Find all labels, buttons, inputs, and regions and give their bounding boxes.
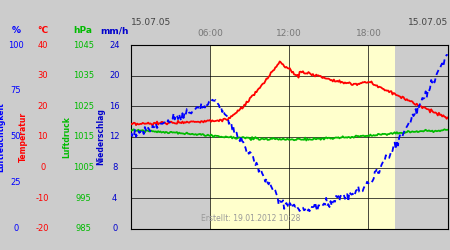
Text: 18:00: 18:00 [356, 29, 382, 38]
Text: 24: 24 [109, 40, 120, 50]
Text: 15.07.05: 15.07.05 [130, 18, 171, 26]
Text: 40: 40 [37, 40, 48, 50]
Text: Niederschlag: Niederschlag [97, 108, 106, 165]
Text: -20: -20 [36, 224, 50, 233]
Text: 995: 995 [76, 194, 91, 202]
Text: 30: 30 [37, 71, 48, 80]
Text: 0: 0 [13, 224, 18, 233]
Text: 985: 985 [75, 224, 91, 233]
Text: 1045: 1045 [73, 40, 94, 50]
Text: 20: 20 [37, 102, 48, 111]
Text: 1015: 1015 [73, 132, 94, 141]
Text: mm/h: mm/h [100, 26, 129, 35]
Text: 75: 75 [10, 86, 21, 96]
Text: 16: 16 [109, 102, 120, 111]
Bar [395, 45, 448, 229]
Text: %: % [11, 26, 20, 35]
Text: 1035: 1035 [73, 71, 94, 80]
Text: 4: 4 [112, 194, 117, 202]
Bar [210, 45, 395, 229]
Text: 12: 12 [109, 132, 120, 141]
Text: 12:00: 12:00 [276, 29, 302, 38]
Text: Luftdruck: Luftdruck [62, 116, 71, 158]
Text: 06:00: 06:00 [197, 29, 223, 38]
Text: hPa: hPa [74, 26, 93, 35]
Text: 15.07.05: 15.07.05 [408, 18, 448, 26]
Text: 1025: 1025 [73, 102, 94, 111]
Text: 8: 8 [112, 163, 117, 172]
Text: 100: 100 [8, 40, 23, 50]
Text: Erstellt: 19.01.2012 10:28: Erstellt: 19.01.2012 10:28 [201, 214, 301, 223]
Text: 0: 0 [40, 163, 45, 172]
Text: Luftfeuchtigkeit: Luftfeuchtigkeit [0, 102, 5, 172]
Bar [130, 45, 210, 229]
Text: 25: 25 [10, 178, 21, 187]
Text: Temperatur: Temperatur [19, 112, 28, 162]
Text: 50: 50 [10, 132, 21, 141]
Text: -10: -10 [36, 194, 50, 202]
Text: 20: 20 [109, 71, 120, 80]
Text: 10: 10 [37, 132, 48, 141]
Text: °C: °C [37, 26, 48, 35]
Text: 1005: 1005 [73, 163, 94, 172]
Text: 0: 0 [112, 224, 117, 233]
